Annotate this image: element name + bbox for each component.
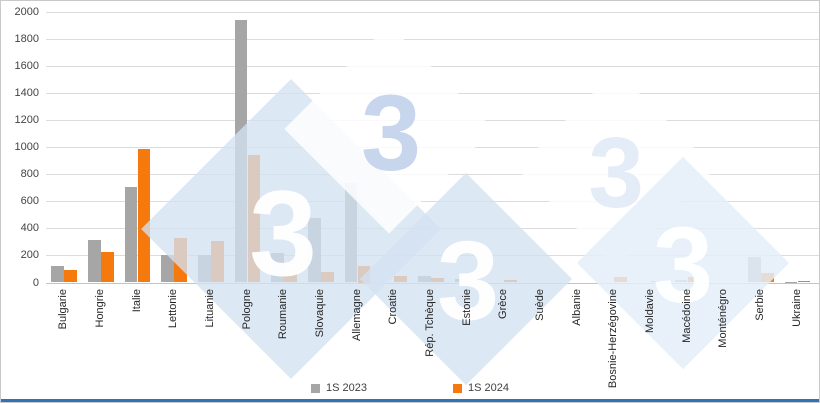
y-axis-tick-label: 2000 bbox=[14, 6, 39, 18]
gridline bbox=[46, 12, 819, 13]
bar-1s2024-bulgarie bbox=[64, 270, 77, 283]
y-axis-tick-label: 1600 bbox=[14, 60, 39, 73]
y-axis-tick-label: 600 bbox=[20, 195, 39, 208]
legend-entry-1s2023: 1S 2023 bbox=[311, 382, 367, 394]
x-axis-label: Pologne bbox=[240, 289, 253, 330]
x-axis-label: Lettonie bbox=[167, 289, 180, 329]
footer-brand-strip bbox=[1, 399, 819, 402]
bar-1s2023-ukraine bbox=[784, 281, 798, 283]
y-axis-tick-label: 1000 bbox=[14, 141, 39, 154]
y-axis-tick-label: 200 bbox=[20, 249, 39, 262]
x-axis-label: Suède bbox=[534, 289, 546, 321]
y-axis-tick-label: 1400 bbox=[14, 87, 39, 100]
x-axis-label: Slovaquie bbox=[314, 289, 326, 338]
gridline bbox=[46, 201, 819, 203]
y-axis-tick-label: 800 bbox=[20, 168, 39, 181]
legend-entry-1s2024: 1S 2024 bbox=[453, 382, 509, 394]
legend: 1S 2023 1S 2024 bbox=[1, 382, 819, 394]
x-axis-label: Bosnie-Herzégovine bbox=[607, 289, 620, 389]
x-axis-label: Ukraine bbox=[790, 289, 803, 327]
watermark-3-glyph: 3 bbox=[360, 72, 422, 193]
legend-label-1s2024: 1S 2024 bbox=[468, 382, 509, 394]
watermark-3-glyph: 3 bbox=[588, 117, 644, 229]
legend-label-1s2023: 1S 2023 bbox=[326, 382, 367, 394]
y-axis-tick-label: 400 bbox=[20, 222, 39, 235]
watermark-3-glyph: 3 bbox=[652, 204, 714, 325]
x-axis-label: Bulgarie bbox=[57, 289, 70, 330]
x-axis-label: Allemagne bbox=[350, 289, 363, 341]
y-axis-tick-label: 1200 bbox=[14, 114, 39, 127]
legend-swatch-orange bbox=[453, 383, 462, 393]
bar-1s2023-hongrie bbox=[88, 239, 101, 283]
bar-1s2024-italie bbox=[137, 149, 151, 283]
y-axis-tick-label: 0 bbox=[32, 276, 39, 289]
gridline bbox=[46, 39, 819, 41]
x-axis-label: Serbie bbox=[754, 289, 766, 321]
x-axis-label: Macédoine bbox=[680, 289, 693, 343]
x-axis-label: Moldavie bbox=[644, 289, 656, 334]
x-axis-label: Monténégro bbox=[717, 289, 730, 348]
watermark-3-glyph: 3 bbox=[249, 165, 317, 301]
x-axis-label: Roumanie bbox=[277, 289, 290, 340]
bar-1s2024-ukraine bbox=[797, 280, 811, 283]
x-axis-label: Rép. Tchèque bbox=[424, 289, 436, 357]
y-axis-tick-label: 1800 bbox=[14, 33, 39, 46]
x-axis-label: Estonie bbox=[460, 289, 473, 326]
legend-swatch-gray bbox=[311, 383, 321, 393]
bar-1s2023-italie bbox=[124, 187, 138, 283]
x-axis-label: Lituanie bbox=[204, 289, 216, 328]
gridline bbox=[46, 66, 819, 68]
x-axis-label: Grèce bbox=[497, 289, 510, 319]
watermark-3-glyph: 3 bbox=[436, 218, 500, 343]
x-axis-label: Albanie bbox=[570, 289, 583, 326]
bar-1s2024-hongrie bbox=[101, 252, 114, 283]
bar-1s2023-bulgarie bbox=[51, 266, 64, 283]
bar-1s2023-lettonie bbox=[161, 255, 174, 283]
x-axis-label: Italie bbox=[130, 289, 143, 313]
x-axis-label: Hongrie bbox=[94, 289, 106, 328]
x-axis-label: Croatie bbox=[387, 289, 400, 325]
